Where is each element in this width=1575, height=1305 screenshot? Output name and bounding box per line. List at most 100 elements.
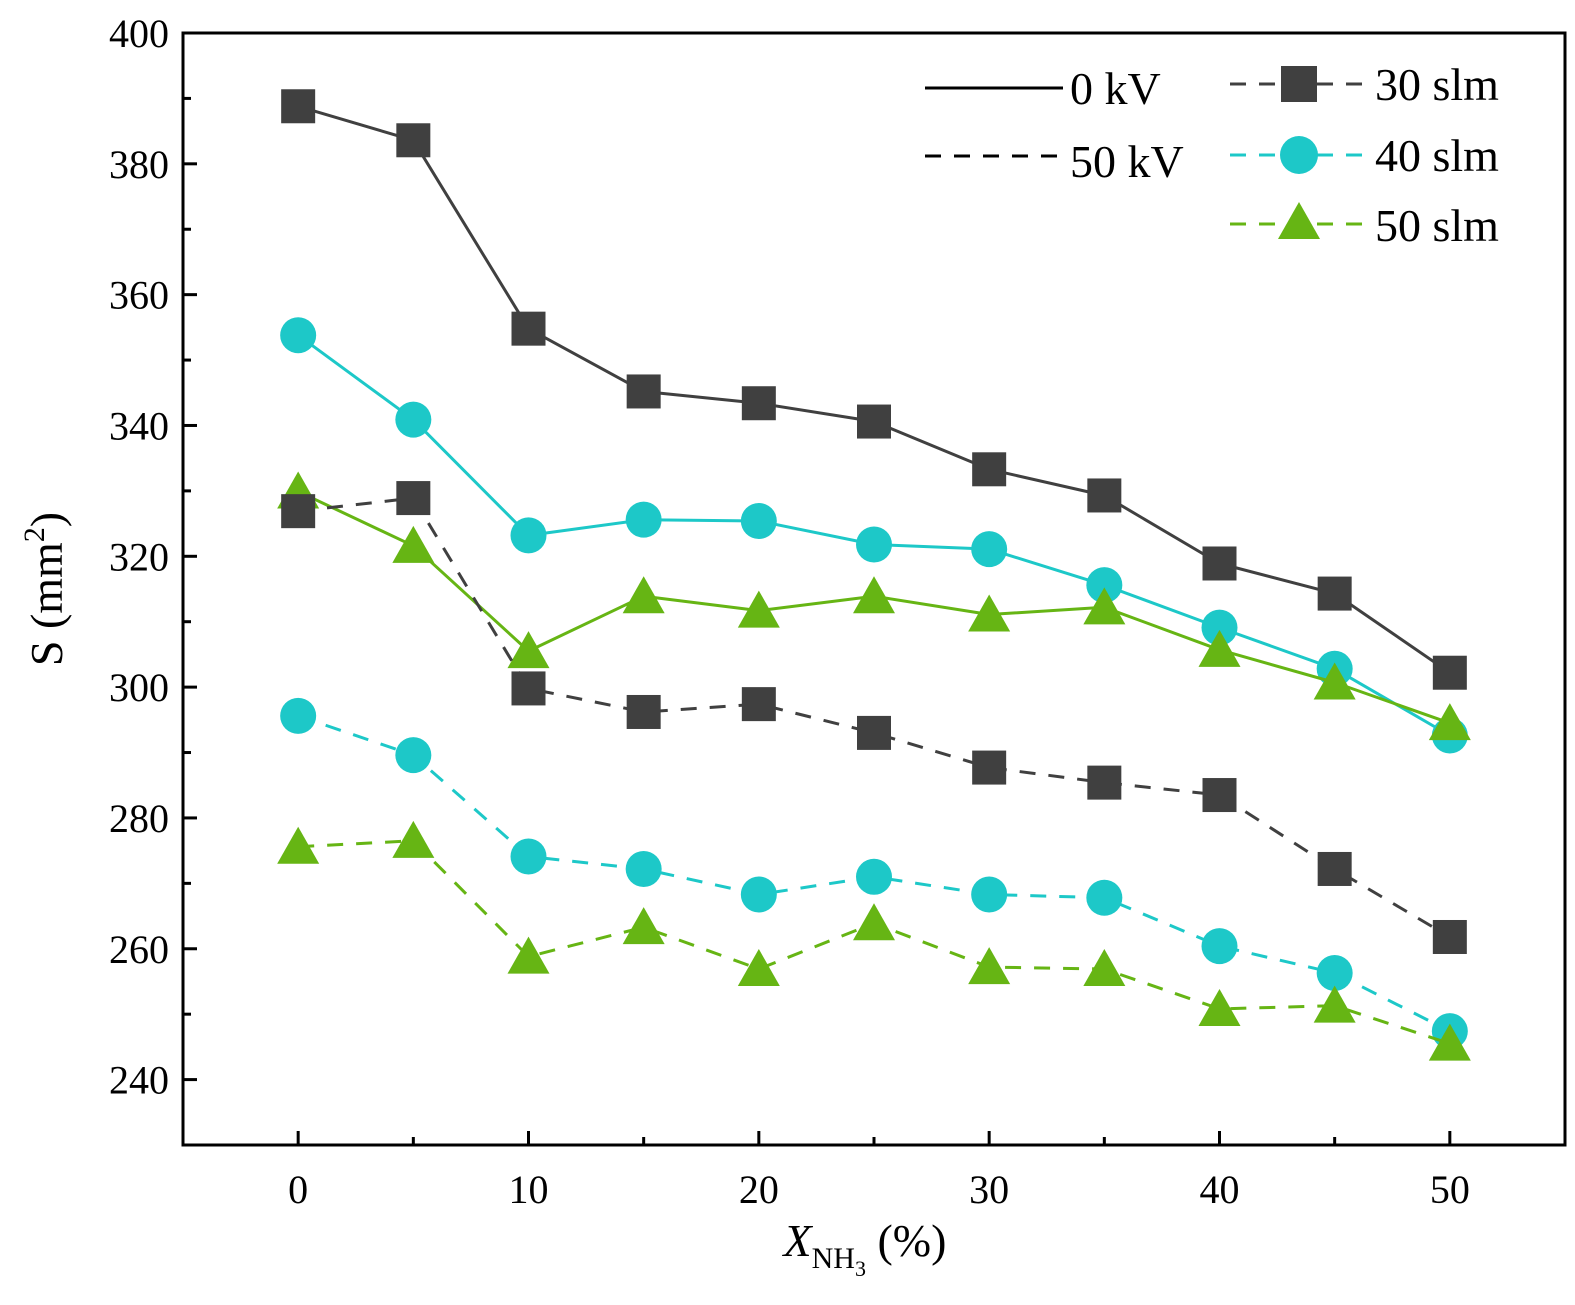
x-tick-label: 30	[969, 1167, 1009, 1212]
data-point-triangle	[277, 826, 320, 864]
legend-40slm-marker	[1280, 136, 1318, 174]
data-point-square	[1317, 851, 1352, 886]
data-point-triangle	[1313, 985, 1356, 1023]
data-point-circle	[971, 531, 1008, 568]
data-point-square	[1432, 919, 1467, 954]
y-tick-label: 280	[109, 796, 169, 841]
data-point-circle	[395, 737, 432, 774]
data-point-triangle	[1428, 1023, 1471, 1061]
data-point-triangle	[1198, 988, 1241, 1026]
data-point-square	[1432, 655, 1467, 690]
data-point-square	[396, 123, 431, 158]
x-tick-label: 20	[739, 1167, 779, 1212]
data-point-triangle	[1313, 662, 1356, 700]
series-40slm-0kV	[280, 317, 1468, 754]
series-30slm-50kV	[281, 481, 1467, 954]
data-point-triangle	[853, 576, 895, 614]
data-point-circle	[625, 501, 662, 538]
series-layer	[277, 89, 1471, 1061]
data-point-square	[1202, 778, 1237, 813]
legend-30slm-marker	[1281, 66, 1317, 102]
series-line	[297, 714, 1451, 1033]
data-point-square	[741, 687, 776, 722]
data-point-square	[1317, 576, 1352, 611]
y-tick-label: 260	[109, 927, 169, 972]
data-point-circle	[971, 876, 1008, 913]
data-point-square	[281, 494, 316, 529]
data-point-circle	[510, 517, 547, 554]
legend-0kv-label: 0 kV	[1070, 63, 1161, 114]
y-tick-label: 320	[109, 534, 169, 579]
y-tick-label: 240	[109, 1058, 169, 1103]
series-line	[298, 496, 1451, 939]
data-point-square	[857, 715, 891, 750]
data-point-triangle	[1428, 703, 1471, 741]
data-point-triangle	[1198, 629, 1241, 667]
data-point-square	[1202, 546, 1237, 581]
series-30slm-0kV	[281, 89, 1467, 690]
data-point-triangle	[507, 936, 550, 974]
data-point-triangle	[1083, 587, 1126, 625]
legend-30slm-label: 30 slm	[1375, 59, 1499, 110]
y-axis-title: S (mm2)	[18, 512, 72, 666]
legend-50kv-label: 50 kV	[1070, 136, 1184, 187]
data-point-square	[626, 694, 661, 729]
data-point-triangle	[853, 903, 895, 941]
data-point-triangle	[737, 590, 780, 628]
data-point-square	[511, 311, 546, 346]
axes-layer: 240 260 280 300 320 340 360 380 400 0 10 20 30 40 50	[109, 11, 1470, 1212]
data-point-circle	[740, 876, 777, 913]
data-point-circle	[1201, 609, 1238, 646]
data-point-circle	[856, 526, 892, 563]
series-50slm-50kV	[277, 820, 1471, 1061]
data-point-triangle	[968, 594, 1011, 632]
series-50slm-0kV	[277, 471, 1471, 741]
y-tick-label: 300	[109, 665, 169, 710]
data-point-circle	[856, 858, 892, 895]
x-tick-label: 10	[509, 1167, 549, 1212]
y-tick-label: 360	[109, 273, 169, 318]
x-tick-label: 0	[288, 1167, 308, 1212]
data-point-circle	[280, 697, 317, 734]
data-point-square	[972, 750, 1007, 785]
data-point-circle	[1086, 567, 1123, 604]
data-point-circle	[625, 850, 662, 887]
legend-50slm-label: 50 slm	[1375, 200, 1499, 251]
series-40slm-50kV	[280, 697, 1468, 1050]
data-point-triangle	[622, 576, 665, 614]
x-axis-title: XNH3 (%)	[782, 1215, 947, 1281]
y-tick-label: 400	[109, 11, 169, 56]
data-point-triangle	[1083, 949, 1126, 987]
x-tick-label: 50	[1430, 1167, 1470, 1212]
legend: 0 kV 50 kV 30 slm 40 slm 50 slm	[925, 59, 1499, 251]
data-point-triangle	[392, 525, 435, 563]
data-point-circle	[740, 502, 777, 539]
x-tick-label: 40	[1200, 1167, 1240, 1212]
data-point-triangle	[507, 631, 550, 669]
data-point-square	[1087, 765, 1122, 800]
data-point-circle	[395, 401, 432, 438]
legend-50slm-marker	[1278, 202, 1320, 239]
data-point-square	[972, 452, 1007, 487]
data-point-circle	[280, 317, 317, 354]
data-point-circle	[1316, 954, 1353, 991]
y-tick-label: 380	[109, 142, 169, 187]
data-point-square	[1087, 478, 1122, 513]
data-point-triangle	[392, 820, 435, 858]
data-point-triangle	[622, 907, 665, 945]
data-point-square	[396, 481, 431, 516]
data-point-square	[626, 374, 661, 409]
y-tick-label: 340	[109, 403, 169, 448]
data-point-square	[857, 404, 891, 439]
plot-frame	[181, 31, 1567, 1147]
legend-40slm-label: 40 slm	[1375, 130, 1499, 181]
data-point-square	[741, 386, 776, 421]
data-point-square	[281, 89, 316, 124]
data-point-triangle	[968, 947, 1011, 985]
data-point-circle	[1086, 879, 1123, 916]
data-point-circle	[1201, 928, 1238, 965]
data-point-circle	[510, 838, 547, 875]
data-point-square	[511, 671, 546, 706]
